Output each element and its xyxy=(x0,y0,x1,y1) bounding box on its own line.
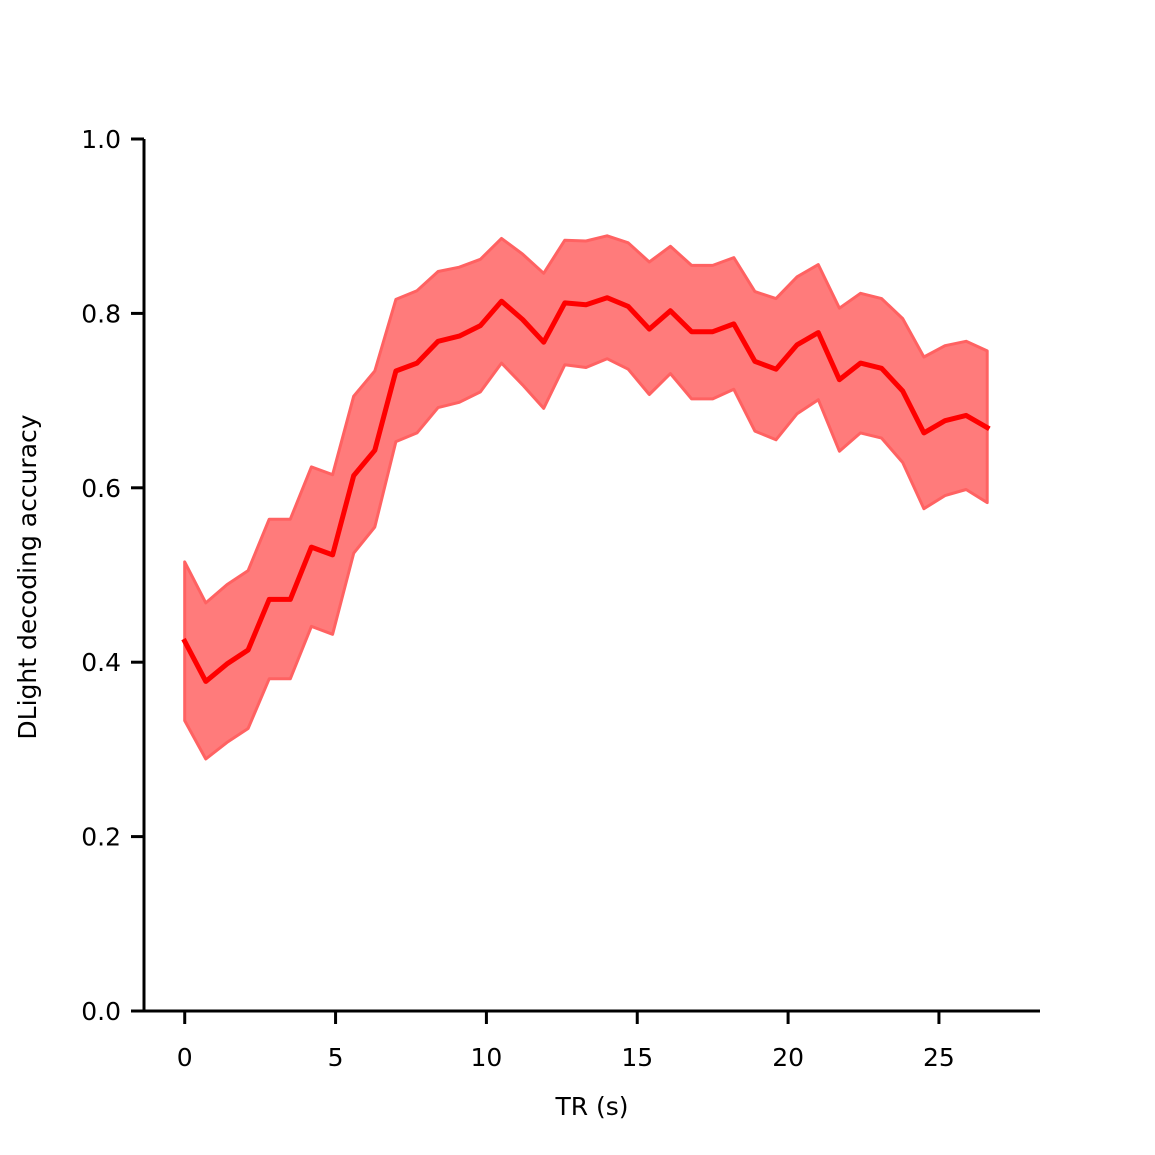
y-tick-label: 0.2 xyxy=(81,823,121,852)
data-point xyxy=(880,366,884,370)
y-tick-label: 0.8 xyxy=(81,299,121,328)
x-tick-label: 0 xyxy=(177,1043,193,1072)
data-point xyxy=(647,327,651,331)
data-point xyxy=(394,369,398,373)
data-point xyxy=(309,545,313,549)
data-point xyxy=(288,597,292,601)
data-point xyxy=(584,303,588,307)
x-tick-label: 5 xyxy=(328,1043,344,1072)
data-point xyxy=(225,662,229,666)
data-point xyxy=(985,426,989,430)
data-point xyxy=(500,299,504,303)
data-point xyxy=(668,309,672,313)
x-axis-label: TR (s) xyxy=(554,1092,628,1121)
data-point xyxy=(183,639,187,643)
data-point xyxy=(943,419,947,423)
data-point xyxy=(837,378,841,382)
y-axis-label: DLight decoding accuracy xyxy=(13,414,42,739)
series-line xyxy=(181,295,991,684)
data-point xyxy=(436,339,440,343)
data-point xyxy=(331,553,335,557)
data-point xyxy=(901,389,905,393)
x-tick-label: 10 xyxy=(471,1043,503,1072)
data-point xyxy=(816,331,820,335)
data-point xyxy=(605,296,609,300)
data-point xyxy=(352,474,356,478)
data-point xyxy=(690,330,694,334)
x-tick-label: 15 xyxy=(621,1043,653,1072)
data-point xyxy=(859,361,863,365)
data-point xyxy=(204,679,208,683)
data-point xyxy=(922,431,926,435)
x-tick-label: 20 xyxy=(772,1043,804,1072)
y-tick-label: 0.4 xyxy=(81,648,121,677)
axes: 0.0 0.2 0.4 0.6 0.8 1.0 0 5 10 15 20 25 xyxy=(81,125,1040,1072)
data-point xyxy=(373,448,377,452)
data-point xyxy=(753,359,757,363)
data-point xyxy=(964,413,968,417)
data-point xyxy=(774,367,778,371)
data-point xyxy=(795,343,799,347)
y-tick-label: 1.0 xyxy=(81,125,121,154)
y-tick-label: 0.0 xyxy=(81,997,121,1026)
data-point xyxy=(267,597,271,601)
confidence-band xyxy=(183,234,989,761)
data-point xyxy=(415,361,419,365)
y-tick-label: 0.6 xyxy=(81,474,121,503)
x-tick-label: 25 xyxy=(923,1043,955,1072)
data-point xyxy=(711,330,715,334)
data-point xyxy=(521,318,525,322)
data-point xyxy=(626,304,630,308)
data-point xyxy=(246,648,250,652)
data-point xyxy=(542,340,546,344)
data-point xyxy=(563,301,567,305)
data-point xyxy=(478,324,482,328)
plot-area xyxy=(181,234,991,761)
data-point xyxy=(457,334,461,338)
data-point xyxy=(732,322,736,326)
